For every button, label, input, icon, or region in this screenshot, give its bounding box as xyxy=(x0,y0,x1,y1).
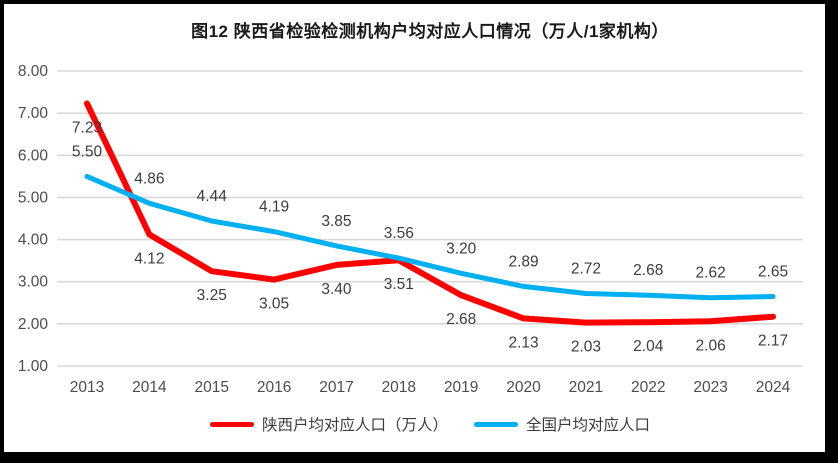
data-label: 2.65 xyxy=(758,263,788,280)
x-axis-tick-label: 2019 xyxy=(444,379,478,396)
legend-line-swatch-red xyxy=(209,421,254,427)
x-axis-tick-label: 2020 xyxy=(506,379,541,396)
data-label: 2.17 xyxy=(758,333,788,350)
chart-title: 图12 陕西省检验检测机构户均对应人口情况（万人/1家机构） xyxy=(191,22,669,41)
legend-label-national: 全国户均对应人口 xyxy=(526,417,651,434)
data-label: 2.68 xyxy=(633,262,663,279)
data-label: 5.50 xyxy=(72,143,103,160)
data-label: 2.68 xyxy=(446,311,476,328)
legend-label-shaanxi: 陕西户均对应人口（万人） xyxy=(261,417,448,434)
data-label: 2.06 xyxy=(696,337,726,354)
data-label: 2.72 xyxy=(571,261,601,278)
y-axis-tick-label: 3.00 xyxy=(18,274,49,291)
y-axis-tick-label: 4.00 xyxy=(18,232,49,249)
x-axis-tick-label: 2016 xyxy=(257,379,291,396)
data-label: 4.19 xyxy=(259,199,289,216)
data-label: 3.85 xyxy=(321,213,351,230)
y-axis-tick-label: 2.00 xyxy=(18,316,49,333)
data-label: 4.86 xyxy=(134,170,164,187)
line-chart-plot-area: 1.00 2.00 3.00 4.00 5.00 6.00 7.00 8.00 2013 2014… xyxy=(18,63,803,396)
data-label: 4.12 xyxy=(134,251,164,268)
data-label: 4.44 xyxy=(197,188,228,205)
x-axis-tick-label: 2013 xyxy=(70,379,104,396)
legend-item-national: 全国户均对应人口 xyxy=(474,413,650,435)
data-label: 3.25 xyxy=(197,287,227,304)
data-label: 2.62 xyxy=(696,265,726,282)
chart-legend: 陕西户均对应人口（万人） 全国户均对应人口 xyxy=(57,411,803,437)
y-axis-tick-label: 5.00 xyxy=(18,189,49,206)
legend-item-shaanxi: 陕西户均对应人口（万人） xyxy=(209,413,448,435)
x-axis-tick-label: 2021 xyxy=(569,379,603,396)
y-axis-tick-label: 6.00 xyxy=(18,147,49,164)
x-axis-tick-label: 2014 xyxy=(132,379,167,396)
x-axis-tick-label: 2024 xyxy=(756,379,791,396)
chart-panel: 图12 陕西省检验检测机构户均对应人口情况（万人/1家机构） 1.00 2.00 3… xyxy=(4,4,825,452)
series-line-0 xyxy=(84,100,776,326)
y-axis-tick-label: 8.00 xyxy=(18,63,49,80)
x-axis-tick-label: 2023 xyxy=(693,379,727,396)
x-axis-tick-label: 2015 xyxy=(194,379,228,396)
x-axis-tick-label: 2018 xyxy=(382,379,416,396)
data-label: 3.05 xyxy=(259,296,289,313)
data-label: 3.20 xyxy=(446,240,477,257)
x-axis-tick-label: 2017 xyxy=(319,379,353,396)
data-label: 2.03 xyxy=(571,339,601,356)
data-label: 2.89 xyxy=(508,253,538,270)
data-label: 2.04 xyxy=(633,338,664,355)
series-line-1 xyxy=(84,173,776,301)
legend-line-swatch-blue xyxy=(474,421,518,427)
data-label: 3.40 xyxy=(321,281,352,298)
y-axis-tick-label: 1.00 xyxy=(18,358,49,375)
data-label: 3.51 xyxy=(384,276,414,293)
data-label: 2.13 xyxy=(508,334,538,351)
y-axis-tick-label: 7.00 xyxy=(18,105,49,122)
data-label: 3.56 xyxy=(384,225,414,242)
data-label: 7.23 xyxy=(72,119,102,136)
x-axis-tick-label: 2022 xyxy=(631,379,665,396)
